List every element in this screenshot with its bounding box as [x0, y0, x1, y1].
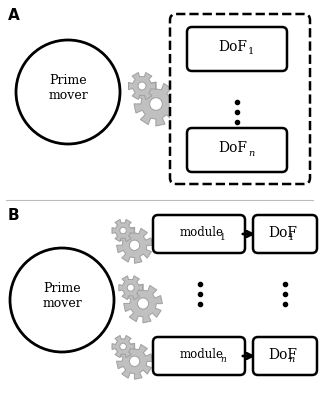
Circle shape [16, 40, 120, 144]
Polygon shape [116, 343, 153, 379]
Text: Prime
mover: Prime mover [48, 74, 88, 102]
Polygon shape [119, 276, 143, 300]
FancyBboxPatch shape [187, 27, 287, 71]
Polygon shape [134, 82, 178, 126]
Circle shape [138, 82, 146, 90]
Text: Prime
mover: Prime mover [42, 282, 82, 310]
Circle shape [129, 240, 140, 250]
Text: 1: 1 [220, 234, 226, 242]
Polygon shape [116, 227, 153, 263]
Text: n: n [288, 354, 294, 364]
Text: B: B [8, 208, 20, 223]
Text: n: n [220, 356, 226, 364]
Text: module: module [180, 226, 224, 240]
FancyBboxPatch shape [253, 337, 317, 375]
Text: DoF: DoF [219, 40, 247, 54]
Text: n: n [248, 148, 254, 158]
Polygon shape [128, 72, 156, 100]
Polygon shape [112, 336, 134, 358]
Text: DoF: DoF [268, 348, 297, 362]
Text: DoF: DoF [219, 141, 247, 155]
FancyBboxPatch shape [187, 128, 287, 172]
Circle shape [120, 343, 126, 350]
Circle shape [127, 284, 134, 291]
FancyBboxPatch shape [253, 215, 317, 253]
FancyBboxPatch shape [170, 14, 310, 184]
Circle shape [138, 298, 148, 309]
Text: 1: 1 [248, 48, 254, 56]
Text: A: A [8, 8, 20, 23]
Circle shape [129, 356, 140, 366]
Circle shape [10, 248, 114, 352]
FancyBboxPatch shape [153, 215, 245, 253]
FancyBboxPatch shape [153, 337, 245, 375]
Circle shape [120, 227, 126, 234]
Polygon shape [112, 220, 134, 242]
Text: module: module [180, 348, 224, 362]
Text: DoF: DoF [268, 226, 297, 240]
Text: 1: 1 [288, 232, 294, 242]
Polygon shape [124, 284, 162, 323]
Circle shape [150, 98, 162, 110]
